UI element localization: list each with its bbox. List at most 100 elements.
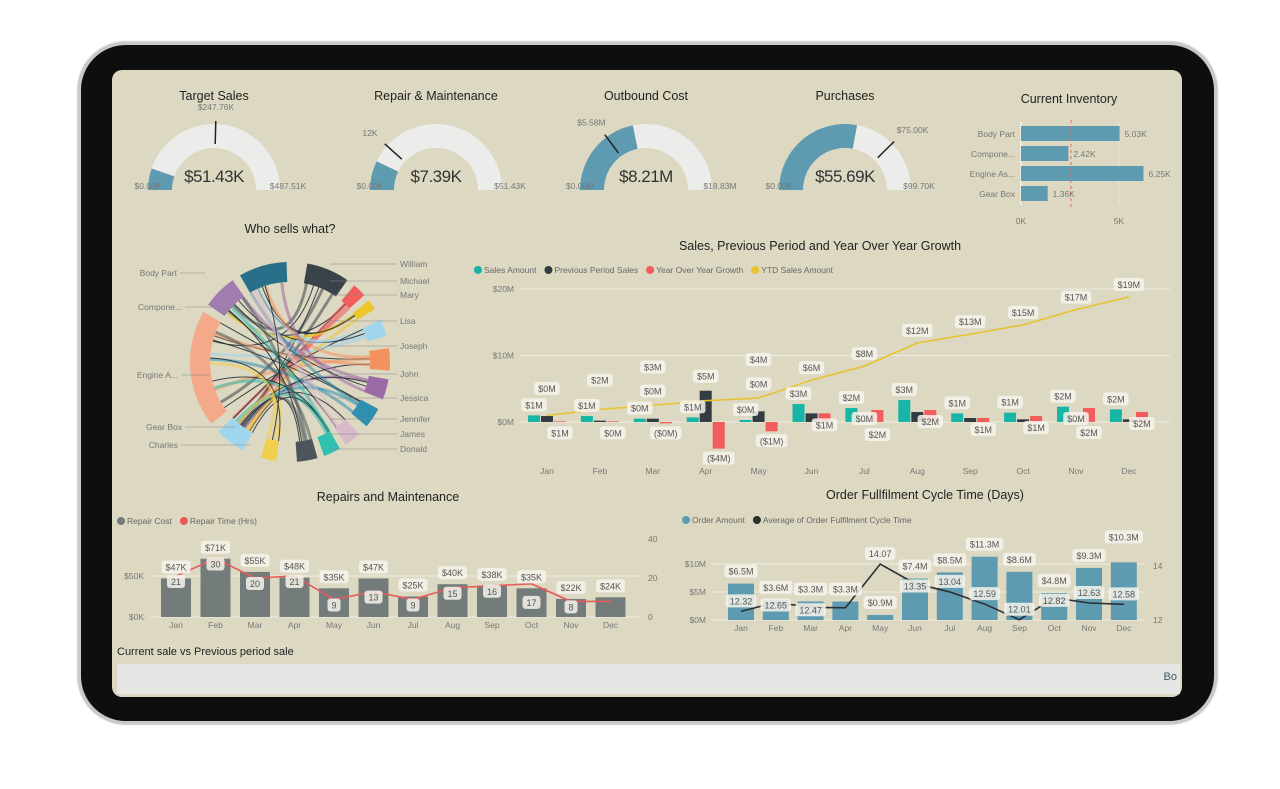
data-label-group: $38K <box>477 567 507 581</box>
legend-label: Repair Cost <box>127 516 173 526</box>
data-label-background <box>755 434 788 448</box>
data-label-group: $4M <box>745 353 772 367</box>
x-tick-label: Oct <box>1048 623 1062 633</box>
data-label-background <box>898 559 932 573</box>
data-label-background <box>864 547 896 561</box>
data-label: $0M <box>856 414 874 424</box>
chart-title: Order Fullfilment Cycle Time (Days) <box>826 488 1024 502</box>
data-label-group: 12.32 <box>725 594 757 608</box>
data-label-group: 15 <box>443 586 462 600</box>
chord-ribbon <box>230 306 331 433</box>
data-label: $13M <box>959 317 982 327</box>
data-label-background <box>864 428 891 442</box>
page-tab[interactable]: Bo <box>1163 671 1177 683</box>
data-label-group: $2M <box>864 428 891 442</box>
data-label: $1M <box>1001 398 1019 408</box>
x-tick-label: Jul <box>944 623 955 633</box>
data-label-background <box>1076 426 1102 440</box>
data-label-background <box>564 600 578 614</box>
data-label: $2M <box>843 393 861 403</box>
order-fulfillment-chart: Order Fullfilment Cycle Time (Days) Order… <box>682 488 1163 633</box>
x-tick-label: Sep <box>963 466 978 476</box>
x-tick-label: Dec <box>603 620 619 630</box>
data-label-group: 12.47 <box>795 603 826 617</box>
gauge-title: Outbound Cost <box>604 89 689 103</box>
bar <box>898 400 911 422</box>
data-label-group: $1M <box>970 423 996 437</box>
data-label-background <box>811 418 838 432</box>
data-label-background <box>745 353 772 367</box>
data-label-group: $40K <box>437 566 468 580</box>
data-label: 20 <box>250 579 260 589</box>
node-label: Charles <box>149 440 178 450</box>
y-tick-label: $0M <box>497 417 514 427</box>
legend-label: YTD Sales Amount <box>761 265 833 275</box>
chord-arc <box>353 300 375 320</box>
gauge-max-label: $487.51K <box>270 181 307 191</box>
data-label-group: $0.9M <box>863 595 897 609</box>
x-tick-label: Apr <box>288 620 301 630</box>
data-label: $5M <box>697 372 715 382</box>
data-label-group: $0M <box>640 384 666 398</box>
chord-arc <box>303 263 348 297</box>
data-label: $1M <box>525 400 543 410</box>
chord-ribbon <box>210 357 281 442</box>
x-tick-label: May <box>326 620 343 630</box>
bar <box>1004 412 1017 422</box>
gauge-value: $7.39K <box>411 167 463 186</box>
gauge-title: Repair & Maintenance <box>374 89 498 103</box>
data-label-group: $12M <box>902 323 933 337</box>
data-label-background <box>795 603 826 617</box>
gauge-max-label: $99.70K <box>903 181 935 191</box>
chord-arc <box>240 262 288 293</box>
data-label-background <box>443 586 462 600</box>
data-label-background <box>679 400 706 414</box>
x-tick-label: Aug <box>977 623 992 633</box>
bar <box>646 418 659 422</box>
data-label-background <box>1023 421 1049 435</box>
data-label-group: $0M <box>745 377 772 391</box>
data-label: $1M <box>578 401 596 411</box>
x-tick-label: May <box>872 623 889 633</box>
data-label-background <box>574 399 600 413</box>
bar <box>541 416 553 422</box>
data-label: $3.6M <box>763 583 788 593</box>
x-tick-label: Jun <box>367 620 381 630</box>
category-label: Gear Box <box>979 189 1016 199</box>
data-label: $6M <box>803 363 821 373</box>
inventory-bar <box>1021 166 1144 181</box>
data-label-background <box>838 391 865 405</box>
data-label: $3M <box>896 385 914 395</box>
node-label: Engine A... <box>137 370 178 380</box>
legend-label: Sales Amount <box>484 265 537 275</box>
legend-marker <box>544 266 553 274</box>
chord-arc <box>351 399 379 427</box>
x-tick-label: 5K <box>1114 216 1125 226</box>
legend-label: Repair Time (Hrs) <box>190 516 257 526</box>
legend-marker <box>117 517 125 525</box>
data-label-background <box>522 595 541 609</box>
chord-ribbon <box>241 296 369 382</box>
bar <box>686 417 699 422</box>
bar <box>633 418 646 422</box>
data-label: $1M <box>551 428 569 438</box>
data-label-background <box>745 377 772 391</box>
chart-title: Repairs and Maintenance <box>317 490 459 504</box>
bar <box>606 421 619 422</box>
node-label: Lisa <box>400 316 416 326</box>
data-label: $0M <box>737 405 755 415</box>
bar <box>867 614 894 620</box>
report-page-tabs[interactable]: Bo <box>117 664 1180 694</box>
node-label: Compone... <box>138 302 182 312</box>
data-label-group: $25K <box>398 578 428 592</box>
data-label: 6.25K <box>1149 169 1172 179</box>
chord-diagram: Who sells what? William Michael Mary Lisa Jos… <box>137 222 430 462</box>
data-label-group: $3.6M <box>759 580 793 594</box>
data-label: $1M <box>948 398 966 408</box>
legend-label: Previous Period Sales <box>554 265 638 275</box>
data-label: 12.01 <box>1008 605 1031 615</box>
chord-ribbon <box>238 300 365 343</box>
data-label: $35K <box>323 572 344 582</box>
data-label-group: $6M <box>798 361 825 375</box>
